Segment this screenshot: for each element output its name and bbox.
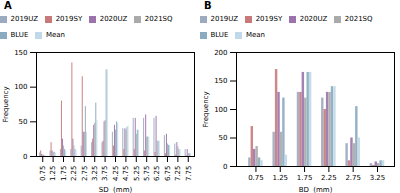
- svg-text:2.75: 2.75: [81, 166, 89, 182]
- svg-text:2.75: 2.75: [345, 174, 361, 182]
- svg-text:1.75: 1.75: [297, 174, 313, 182]
- svg-text:0.75: 0.75: [39, 166, 47, 182]
- svg-text:2.25: 2.25: [70, 166, 78, 182]
- svg-text:Frequency: Frequency: [202, 91, 210, 127]
- svg-text:100: 100: [214, 106, 227, 114]
- svg-text:50: 50: [219, 134, 228, 142]
- svg-text:3.25: 3.25: [370, 174, 386, 182]
- svg-text:3.25: 3.25: [91, 166, 99, 182]
- svg-text:1.25: 1.25: [49, 166, 57, 182]
- svg-text:50: 50: [19, 118, 28, 126]
- svg-text:150: 150: [14, 49, 27, 57]
- svg-text:0.75: 0.75: [248, 174, 264, 182]
- svg-text:5.75: 5.75: [143, 166, 151, 182]
- svg-text:BD (mm): BD (mm): [299, 186, 333, 193]
- svg-text:6.25: 6.25: [153, 166, 161, 182]
- html-text:Mean: Mean: [45, 31, 65, 40]
- html-text:2020UZ: 2020UZ: [99, 14, 128, 23]
- svg-text:1.25: 1.25: [272, 174, 288, 182]
- html-text:2019UZ: 2019UZ: [10, 14, 39, 23]
- html-text:2020UZ: 2020UZ: [299, 14, 328, 23]
- svg-text:0: 0: [223, 163, 227, 171]
- html-text:2019SY: 2019SY: [255, 14, 283, 23]
- html-text:2021SQ: 2021SQ: [344, 14, 373, 23]
- svg-text:0: 0: [23, 153, 27, 161]
- html-text:B: B: [204, 0, 212, 11]
- svg-text:3.75: 3.75: [101, 166, 109, 182]
- svg-text:2.25: 2.25: [321, 174, 337, 182]
- svg-text:7.75: 7.75: [185, 166, 193, 182]
- svg-text:7.25: 7.25: [174, 166, 182, 182]
- html-text:2021SQ: 2021SQ: [144, 14, 173, 23]
- svg-text:SD (mm): SD (mm): [99, 186, 133, 193]
- svg-text:5.25: 5.25: [133, 166, 141, 182]
- svg-text:4.75: 4.75: [122, 166, 130, 182]
- html-text:Mean: Mean: [245, 31, 265, 40]
- svg-text:200: 200: [214, 49, 227, 57]
- svg-text:150: 150: [214, 77, 227, 85]
- svg-text:100: 100: [14, 83, 27, 91]
- html-text:2019SY: 2019SY: [55, 14, 83, 23]
- svg-text:Frequency: Frequency: [2, 86, 10, 122]
- html-text:2019UZ: 2019UZ: [210, 14, 239, 23]
- svg-text:6.75: 6.75: [164, 166, 172, 182]
- html-text:BLUE: BLUE: [210, 31, 229, 40]
- svg-text:4.25: 4.25: [112, 166, 120, 182]
- svg-text:1.75: 1.75: [60, 166, 68, 182]
- html-text:BLUE: BLUE: [10, 31, 29, 40]
- html-text:A: A: [4, 0, 12, 11]
